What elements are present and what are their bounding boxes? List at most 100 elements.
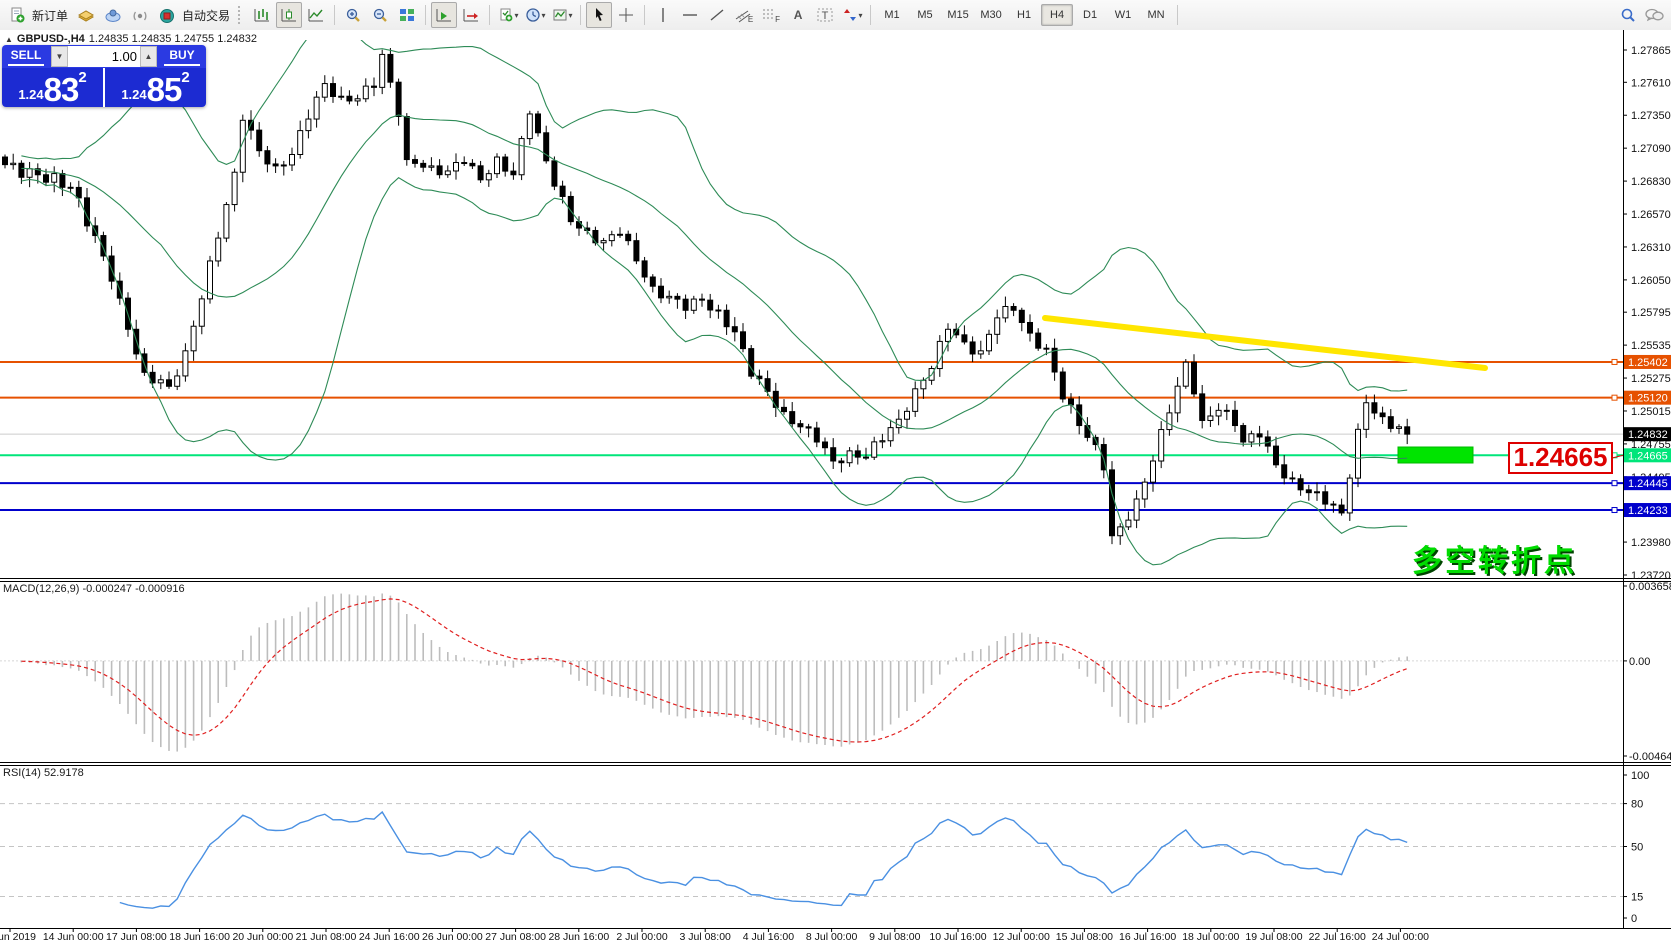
arrows-shapes-dropdown[interactable]: ▾ — [839, 2, 865, 28]
date-axis-label: 20 Jun 00:00 — [232, 931, 293, 943]
new-order-label[interactable]: 新订单 — [32, 8, 69, 23]
sell-price-sup: 2 — [78, 69, 87, 86]
label-tool-icon[interactable]: T — [812, 2, 838, 28]
bollinger-band-u — [21, 40, 1408, 392]
line-chart-icon[interactable] — [303, 2, 329, 28]
signal-icon[interactable] — [127, 2, 153, 28]
price-tick-label: 1.26050 — [1631, 275, 1671, 287]
trendline-tool-icon[interactable] — [704, 2, 730, 28]
chat-icon[interactable] — [1641, 2, 1667, 28]
price-tick-label: 1.25015 — [1631, 406, 1671, 418]
tf-h1[interactable]: H1 — [1017, 9, 1032, 21]
rsi-value: 52.9178 — [43, 767, 84, 779]
new-chart-dropdown[interactable]: ▾ — [495, 2, 521, 28]
toolbar-grip — [238, 6, 245, 24]
fibonacci-tool-icon[interactable]: F — [758, 2, 784, 28]
tf-mn[interactable]: MN — [1147, 9, 1165, 21]
bar-chart-icon[interactable] — [249, 2, 275, 28]
date-axis-label: 21 Jun 08:00 — [296, 931, 357, 943]
tf-w1[interactable]: W1 — [1114, 9, 1132, 21]
price-badge — [1624, 503, 1671, 518]
date-axis-label: 17 Jun 08:00 — [106, 931, 167, 943]
horizontal-line-tool-icon[interactable] — [677, 2, 703, 28]
rsi-axis-label: 15 — [1631, 892, 1643, 904]
tf-m30[interactable]: M30 — [980, 9, 1002, 21]
text-tool-icon[interactable]: A — [793, 8, 803, 22]
sell-button[interactable]: SELL — [2, 45, 50, 68]
tf-m5[interactable]: M5 — [917, 9, 933, 21]
cn-annotation-text[interactable]: 多空转折点 — [1412, 545, 1577, 578]
svg-text:T: T — [822, 10, 829, 22]
channel-tool-icon[interactable]: E — [731, 2, 757, 28]
level-handle[interactable] — [1611, 507, 1618, 514]
volume-input[interactable] — [68, 46, 140, 67]
level-handle[interactable] — [1611, 480, 1618, 487]
zoom-out-icon[interactable] — [367, 2, 393, 28]
price-tick-label: 1.23980 — [1631, 537, 1671, 549]
date-axis-label: 10 Jul 16:00 — [929, 931, 986, 943]
cursor-tool-icon[interactable] — [586, 2, 613, 28]
price-badge-label: 1.24665 — [1628, 450, 1668, 462]
rsi-axis-label: 0 — [1631, 913, 1637, 925]
toolbar-separator — [334, 5, 336, 25]
favorites-icon[interactable] — [73, 2, 99, 28]
window-collapse-icon[interactable]: ▲ — [5, 34, 13, 44]
search-icon[interactable] — [1615, 2, 1641, 28]
price-badge — [1624, 448, 1671, 463]
date-axis-label: 4 Jul 16:00 — [743, 931, 795, 943]
price-tick-label: 1.26310 — [1631, 242, 1671, 254]
chart-area[interactable]: 1.27865 1.27610 1.27350 1.27090 1.26830 1.265… — [0, 30, 1671, 945]
tf-h4[interactable]: H4 — [1041, 4, 1074, 26]
bollinger-band-m — [21, 114, 1408, 460]
auto-scroll-icon[interactable] — [431, 2, 458, 28]
tf-d1[interactable]: D1 — [1083, 9, 1098, 21]
indicators-dropdown[interactable]: ▾ — [549, 2, 575, 28]
buy-price-small: 1.24 — [121, 87, 147, 102]
price-tick-label: 1.23720 — [1631, 570, 1671, 582]
price-chart-svg[interactable]: 1.27865 1.27610 1.27350 1.27090 1.26830 1.265… — [0, 30, 1671, 945]
new-order-icon[interactable] — [4, 2, 30, 28]
rsi-axis-label: 50 — [1631, 842, 1643, 854]
buy-price[interactable]: 1.24 85 2 — [105, 68, 206, 107]
candlestick-chart-icon[interactable] — [276, 2, 303, 28]
date-axis-label: 8 Jul 00:00 — [806, 931, 858, 943]
price-tick-label: 1.27090 — [1631, 143, 1671, 155]
chart-shift-icon[interactable] — [458, 2, 484, 28]
crosshair-tool-icon[interactable] — [613, 2, 639, 28]
profiles-clock-dropdown[interactable]: ▾ — [522, 2, 548, 28]
buy-button[interactable]: BUY — [158, 45, 206, 68]
level-handle[interactable] — [1611, 394, 1618, 401]
date-axis-label: 26 Jun 00:00 — [422, 931, 483, 943]
rsi-line — [119, 810, 1408, 909]
rsi-axis-label: 80 — [1631, 799, 1643, 811]
price-badge — [1624, 354, 1671, 369]
price-annotation-box[interactable] — [1508, 442, 1613, 474]
tile-windows-icon[interactable] — [394, 2, 420, 28]
price-badge — [1624, 427, 1671, 442]
date-axis-label: 28 Jun 16:00 — [548, 931, 609, 943]
level-handle[interactable] — [1611, 358, 1618, 365]
price-tick-label: 1.27350 — [1631, 110, 1671, 122]
auto-trading-label[interactable]: 自动交易 — [182, 8, 231, 23]
rsi-label-row: RSI(14) 52.9178 — [3, 767, 84, 779]
highlight-rectangle[interactable] — [1397, 446, 1474, 464]
date-axis-label: 9 Jul 08:00 — [869, 931, 921, 943]
date-axis-label: 14 Jun 00:00 — [43, 931, 104, 943]
tf-m1[interactable]: M1 — [884, 9, 900, 21]
volume-increase-button[interactable]: ▲ — [140, 46, 157, 67]
fibo-sub-label: F — [775, 14, 780, 24]
zoom-in-icon[interactable] — [340, 2, 366, 28]
yellow-trendline[interactable] — [1042, 315, 1488, 371]
date-axis-label: 27 Jun 08:00 — [485, 931, 546, 943]
tf-m15[interactable]: M15 — [947, 9, 969, 21]
date-axis-label: 24 Jun 16:00 — [359, 931, 420, 943]
volume-stepper: ▼ ▲ — [50, 45, 158, 68]
sell-price[interactable]: 1.24 83 2 — [2, 68, 103, 107]
auto-trading-icon[interactable] — [154, 2, 180, 28]
cloud-profile-icon[interactable] — [100, 2, 126, 28]
date-axis-label: 19 Jul 08:00 — [1245, 931, 1302, 943]
volume-decrease-button[interactable]: ▼ — [51, 46, 68, 67]
vertical-line-tool-icon[interactable] — [650, 2, 676, 28]
